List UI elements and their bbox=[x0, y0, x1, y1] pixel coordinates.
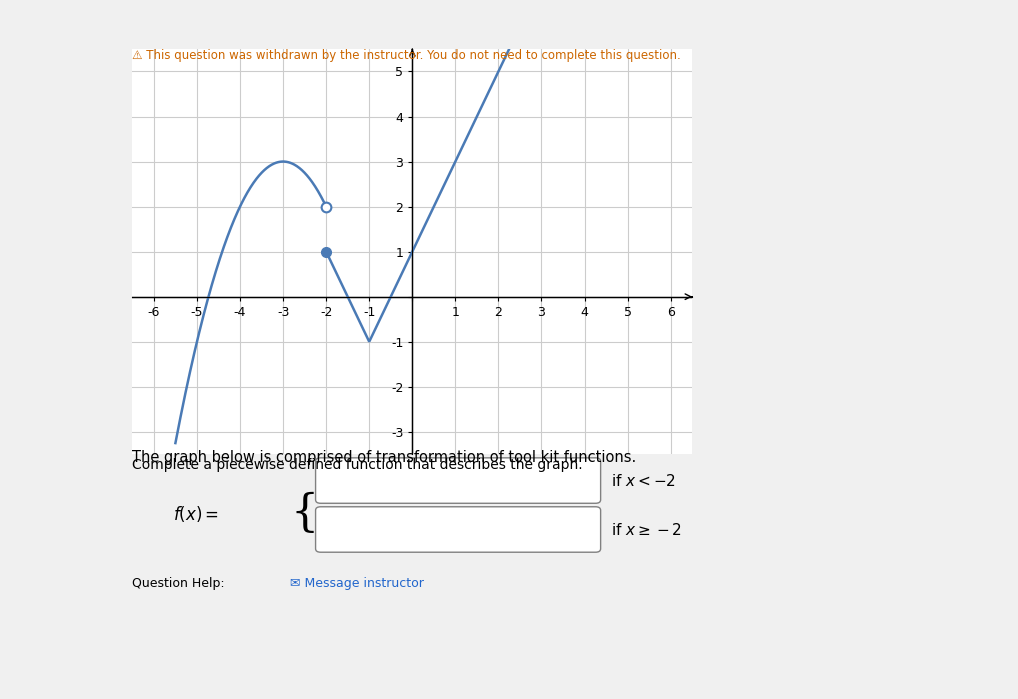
Text: Complete a piecewise defined function that describes the graph.: Complete a piecewise defined function th… bbox=[132, 458, 583, 472]
FancyBboxPatch shape bbox=[316, 458, 601, 503]
Text: ✉ Message instructor: ✉ Message instructor bbox=[290, 577, 425, 590]
Text: if $x \geq -2$: if $x \geq -2$ bbox=[611, 522, 682, 538]
Text: $f(x) = $: $f(x) = $ bbox=[173, 504, 219, 524]
FancyBboxPatch shape bbox=[316, 507, 601, 552]
Text: Question Help:: Question Help: bbox=[132, 577, 225, 590]
Text: {: { bbox=[290, 492, 319, 535]
Text: ⚠ This question was withdrawn by the instructor. You do not need to complete thi: ⚠ This question was withdrawn by the ins… bbox=[132, 49, 681, 62]
Text: The graph below is comprised of transformation of tool kit functions.: The graph below is comprised of transfor… bbox=[132, 450, 636, 466]
Text: if $x < -2$: if $x < -2$ bbox=[611, 473, 676, 489]
